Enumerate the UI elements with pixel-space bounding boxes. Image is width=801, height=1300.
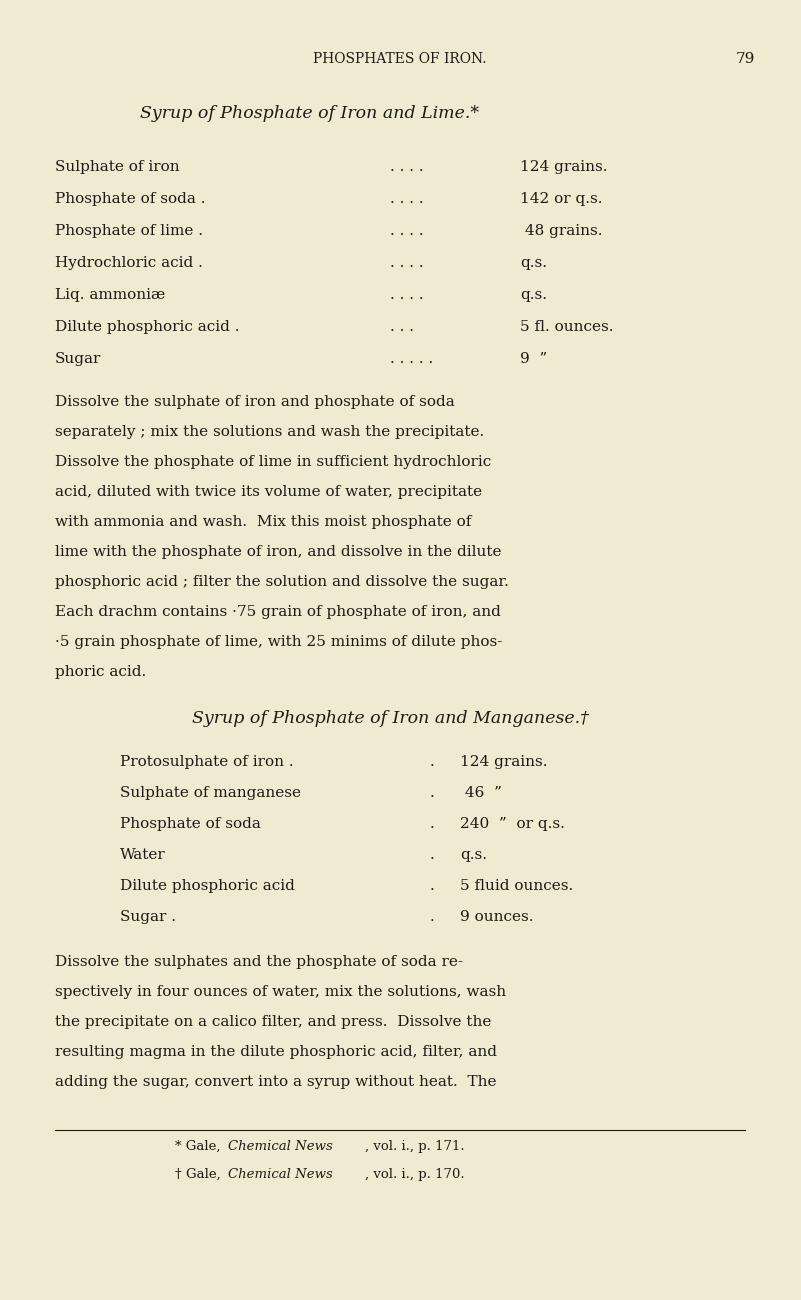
Text: Syrup of Phosphate of Iron and Lime.*: Syrup of Phosphate of Iron and Lime.* bbox=[140, 105, 480, 122]
Text: phosphoric acid ; filter the solution and dissolve the sugar.: phosphoric acid ; filter the solution an… bbox=[55, 575, 509, 589]
Text: adding the sugar, convert into a syrup without heat.  The: adding the sugar, convert into a syrup w… bbox=[55, 1075, 497, 1089]
Text: Chemical News: Chemical News bbox=[228, 1167, 332, 1180]
Text: 142 or q.s.: 142 or q.s. bbox=[520, 192, 602, 205]
Text: Sugar .: Sugar . bbox=[120, 910, 176, 924]
Text: 240  ”  or q.s.: 240 ” or q.s. bbox=[460, 816, 565, 831]
Text: . . . .: . . . . bbox=[390, 192, 424, 205]
Text: . . .: . . . bbox=[390, 320, 414, 334]
Text: 79: 79 bbox=[735, 52, 755, 66]
Text: spectively in four ounces of water, mix the solutions, wash: spectively in four ounces of water, mix … bbox=[55, 985, 506, 998]
Text: . . . .: . . . . bbox=[390, 224, 424, 238]
Text: Sugar: Sugar bbox=[55, 352, 102, 367]
Text: Water: Water bbox=[120, 848, 166, 862]
Text: .: . bbox=[430, 786, 435, 800]
Text: lime with the phosphate of iron, and dissolve in the dilute: lime with the phosphate of iron, and dis… bbox=[55, 545, 501, 559]
Text: Dilute phosphoric acid .: Dilute phosphoric acid . bbox=[55, 320, 239, 334]
Text: .: . bbox=[430, 755, 435, 770]
Text: the precipitate on a calico filter, and press.  Dissolve the: the precipitate on a calico filter, and … bbox=[55, 1015, 491, 1030]
Text: Dissolve the sulphates and the phosphate of soda re-: Dissolve the sulphates and the phosphate… bbox=[55, 956, 463, 968]
Text: 124 grains.: 124 grains. bbox=[520, 160, 607, 174]
Text: * Gale,: * Gale, bbox=[175, 1140, 225, 1153]
Text: q.s.: q.s. bbox=[520, 256, 547, 270]
Text: Dilute phosphoric acid: Dilute phosphoric acid bbox=[120, 879, 295, 893]
Text: Phosphate of soda .: Phosphate of soda . bbox=[55, 192, 206, 205]
Text: acid, diluted with twice its volume of water, precipitate: acid, diluted with twice its volume of w… bbox=[55, 485, 482, 499]
Text: Phosphate of soda: Phosphate of soda bbox=[120, 816, 261, 831]
Text: , vol. i., p. 170.: , vol. i., p. 170. bbox=[365, 1167, 465, 1180]
Text: 5 fluid ounces.: 5 fluid ounces. bbox=[460, 879, 574, 893]
Text: resulting magma in the dilute phosphoric acid, filter, and: resulting magma in the dilute phosphoric… bbox=[55, 1045, 497, 1060]
Text: .: . bbox=[430, 848, 435, 862]
Text: .: . bbox=[430, 910, 435, 924]
Text: ·5 grain phosphate of lime, with 25 minims of dilute phos-: ·5 grain phosphate of lime, with 25 mini… bbox=[55, 634, 502, 649]
Text: .: . bbox=[430, 879, 435, 893]
Text: separately ; mix the solutions and wash the precipitate.: separately ; mix the solutions and wash … bbox=[55, 425, 485, 439]
Text: Protosulphate of iron .: Protosulphate of iron . bbox=[120, 755, 294, 770]
Text: 46  ”: 46 ” bbox=[460, 786, 502, 800]
Text: Dissolve the phosphate of lime in sufficient hydrochloric: Dissolve the phosphate of lime in suffic… bbox=[55, 455, 491, 469]
Text: q.s.: q.s. bbox=[460, 848, 487, 862]
Text: Chemical News: Chemical News bbox=[228, 1140, 332, 1153]
Text: 48 grains.: 48 grains. bbox=[520, 224, 602, 238]
Text: .: . bbox=[430, 816, 435, 831]
Text: . . . .: . . . . bbox=[390, 256, 424, 270]
Text: PHOSPHATES OF IRON.: PHOSPHATES OF IRON. bbox=[313, 52, 487, 66]
Text: Dissolve the sulphate of iron and phosphate of soda: Dissolve the sulphate of iron and phosph… bbox=[55, 395, 455, 410]
Text: Syrup of Phosphate of Iron and Manganese.†: Syrup of Phosphate of Iron and Manganese… bbox=[191, 710, 589, 727]
Text: . . . .: . . . . bbox=[390, 160, 424, 174]
Text: 5 fl. ounces.: 5 fl. ounces. bbox=[520, 320, 614, 334]
Text: 9  ”: 9 ” bbox=[520, 352, 547, 367]
Text: . . . .: . . . . bbox=[390, 289, 424, 302]
Text: 9 ounces.: 9 ounces. bbox=[460, 910, 533, 924]
Text: q.s.: q.s. bbox=[520, 289, 547, 302]
Text: Hydrochloric acid .: Hydrochloric acid . bbox=[55, 256, 203, 270]
Text: Phosphate of lime .: Phosphate of lime . bbox=[55, 224, 203, 238]
Text: with ammonia and wash.  Mix this moist phosphate of: with ammonia and wash. Mix this moist ph… bbox=[55, 515, 471, 529]
Text: Sulphate of iron: Sulphate of iron bbox=[55, 160, 179, 174]
Text: Each drachm contains ·75 grain of phosphate of iron, and: Each drachm contains ·75 grain of phosph… bbox=[55, 604, 501, 619]
Text: Liq. ammoniæ: Liq. ammoniæ bbox=[55, 289, 165, 302]
Text: phoric acid.: phoric acid. bbox=[55, 666, 147, 679]
Text: , vol. i., p. 171.: , vol. i., p. 171. bbox=[365, 1140, 465, 1153]
Text: † Gale,: † Gale, bbox=[175, 1167, 225, 1180]
Text: . . . . .: . . . . . bbox=[390, 352, 433, 367]
Text: 124 grains.: 124 grains. bbox=[460, 755, 548, 770]
Text: Sulphate of manganese: Sulphate of manganese bbox=[120, 786, 301, 800]
